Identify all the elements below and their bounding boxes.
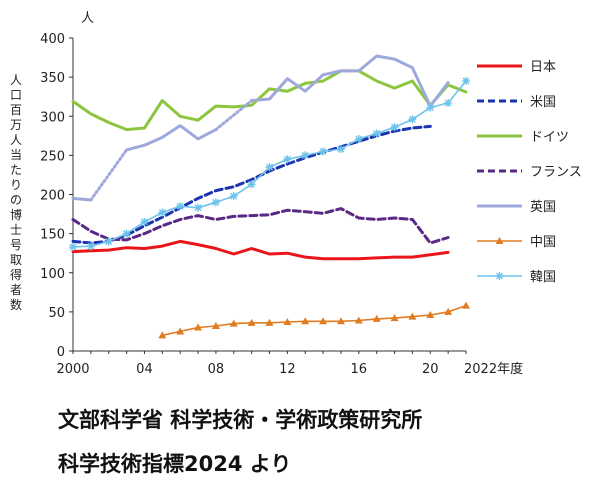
- x-tick-label: 20: [422, 362, 439, 377]
- x-tick-label: 04: [136, 362, 153, 377]
- legend-label-france: フランス: [530, 165, 582, 180]
- point-korea-2014: [319, 147, 328, 156]
- x-axis-suffix: 2022年度: [464, 361, 523, 377]
- point-china-2018: [390, 314, 399, 322]
- y-tick-label: 250: [40, 149, 65, 164]
- point-china-2008: [211, 321, 220, 329]
- point-korea-2013: [301, 151, 310, 160]
- point-korea-2002: [104, 237, 113, 246]
- point-korea-2020: [426, 103, 435, 112]
- x-tick-label: 12: [279, 362, 296, 377]
- legend-label-china: 中国: [530, 235, 556, 250]
- legend-label-korea: 韓国: [530, 270, 556, 285]
- point-china-2011: [265, 318, 274, 326]
- point-korea-2015: [336, 145, 345, 154]
- y-tick-label: 400: [40, 32, 65, 47]
- series-lines: [69, 54, 470, 339]
- point-korea-2005: [158, 208, 167, 217]
- series-line-usa: [71, 124, 432, 245]
- point-korea-2003: [122, 229, 131, 238]
- point-korea-2009: [229, 192, 238, 201]
- gap-link-uk: [89, 148, 129, 202]
- point-korea-2018: [390, 123, 399, 132]
- point-china-2005: [158, 331, 167, 339]
- y-tick-label: 150: [40, 228, 65, 243]
- series-line-uk: [125, 124, 218, 152]
- point-china-2017: [372, 314, 381, 322]
- point-china-2014: [319, 317, 328, 325]
- point-korea-2008: [211, 198, 220, 207]
- point-china-2006: [176, 327, 185, 335]
- y-tick-label: 50: [48, 306, 65, 321]
- y-tick-label: 300: [40, 110, 65, 125]
- series-line-japan: [71, 239, 450, 261]
- point-korea-2022: [462, 77, 470, 86]
- x-tick-label: 2000: [56, 362, 89, 377]
- y-axis-label-text: 人口百万人当たりの博士号取得者数: [10, 73, 22, 312]
- point-korea-2017: [372, 129, 381, 138]
- point-china-2010: [247, 318, 256, 326]
- point-china-2020: [426, 311, 435, 319]
- point-korea-2000: [69, 242, 77, 251]
- unit-text: 人: [81, 11, 94, 26]
- legend-label-japan: 日本: [530, 60, 556, 75]
- series-line-uk: [250, 54, 450, 108]
- point-korea-2004: [140, 217, 149, 226]
- point-korea-2001: [86, 242, 95, 251]
- source-line-1: 文部科学省 科学技術・学術政策研究所: [58, 408, 423, 432]
- point-china-2013: [301, 317, 310, 325]
- point-china-2016: [354, 316, 363, 324]
- point-china-2007: [194, 323, 203, 331]
- point-korea-2019: [408, 115, 417, 124]
- point-korea-2011: [265, 163, 274, 172]
- legend-label-uk: 英国: [530, 200, 556, 215]
- y-tick-label: 200: [40, 189, 65, 204]
- point-china-2009: [229, 319, 238, 327]
- x-tick-label: 16: [351, 362, 368, 377]
- point-china-2015: [336, 317, 345, 325]
- y-tick-label: 0: [57, 345, 65, 360]
- x-tick-label: 08: [208, 362, 225, 377]
- series-line-france: [71, 207, 450, 245]
- point-korea-2007: [194, 203, 203, 212]
- series-line-germany: [71, 69, 468, 132]
- x-axis: 2000 04 08 12 16 20 2022年度: [56, 351, 523, 377]
- point-korea-2010: [247, 180, 256, 189]
- chart: 人口百万人当たりの博士号取得者数 人 0 50 100 150 200 250 300 350…: [10, 11, 582, 377]
- gap-link-uk: [214, 99, 254, 132]
- legend-label-usa: 米国: [530, 95, 556, 110]
- series-line-china: [161, 304, 467, 337]
- point-china-2012: [283, 318, 292, 326]
- point-china-2022: [462, 301, 470, 309]
- y-tick-label: 100: [40, 267, 65, 282]
- plot-area: [72, 38, 466, 352]
- y-axis: 0 50 100 150 200 250 300 350 400: [40, 32, 73, 360]
- point-korea-2016: [354, 134, 363, 143]
- point-china-2019: [408, 312, 417, 320]
- y-tick-label: 350: [40, 71, 65, 86]
- legend-marker-china: [495, 237, 504, 244]
- unit-label: 人: [81, 11, 94, 26]
- series-line-uk: [71, 196, 93, 202]
- source-line-2: 科学技術指標2024 より: [58, 452, 292, 476]
- point-korea-2012: [283, 155, 292, 164]
- y-axis-label: 人口百万人当たりの博士号取得者数: [10, 73, 22, 312]
- legend-marker-korea: [495, 272, 504, 280]
- point-korea-2006: [176, 202, 185, 211]
- point-korea-2021: [444, 98, 453, 107]
- point-china-2021: [444, 307, 453, 315]
- legend-label-germany: ドイツ: [530, 130, 569, 145]
